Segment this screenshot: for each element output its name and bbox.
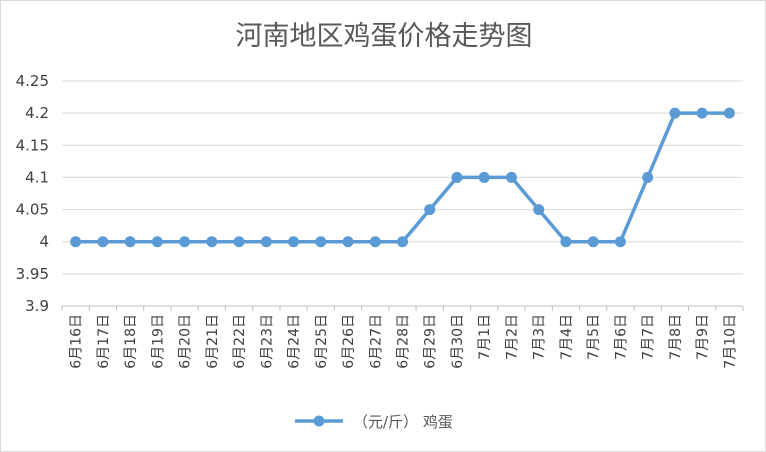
data-point bbox=[233, 236, 245, 248]
data-point bbox=[505, 171, 517, 183]
x-tick-label: 6月27日 bbox=[368, 314, 384, 369]
y-tick-label: 3.95 bbox=[16, 265, 49, 283]
legend: （元/斤） 鸡蛋 bbox=[295, 413, 453, 431]
x-tick-label: 7月4日 bbox=[559, 314, 575, 360]
x-tick-label: 7月5日 bbox=[586, 314, 602, 360]
data-point bbox=[206, 236, 218, 248]
x-tick-label: 7月1日 bbox=[477, 314, 493, 360]
x-tick-label: 7月9日 bbox=[695, 314, 711, 360]
data-point bbox=[369, 236, 381, 248]
chart-title: 河南地区鸡蛋价格走势图 bbox=[236, 21, 533, 52]
x-tick-label: 6月30日 bbox=[450, 314, 466, 369]
y-tick-label: 4.15 bbox=[16, 136, 49, 154]
x-tick-label: 6月24日 bbox=[287, 314, 303, 369]
y-tick-label: 4.05 bbox=[16, 201, 49, 219]
legend-dot-marker bbox=[313, 415, 325, 427]
x-tick-label: 7月10日 bbox=[722, 314, 738, 369]
y-tick-label: 4.2 bbox=[25, 104, 49, 122]
data-point bbox=[97, 236, 109, 248]
data-point bbox=[288, 236, 300, 248]
x-tick-label: 6月20日 bbox=[178, 314, 194, 369]
data-point bbox=[179, 236, 191, 248]
x-tick-label: 6月23日 bbox=[259, 314, 275, 369]
data-point bbox=[587, 236, 599, 248]
data-point bbox=[560, 236, 572, 248]
x-tick-label: 7月6日 bbox=[613, 314, 629, 360]
x-tick-label: 7月2日 bbox=[504, 314, 520, 360]
series-layer bbox=[70, 107, 735, 248]
data-point bbox=[260, 236, 272, 248]
data-point bbox=[124, 236, 136, 248]
data-point bbox=[478, 171, 490, 183]
x-tick-label: 6月21日 bbox=[205, 314, 221, 369]
x-tick-label: 6月22日 bbox=[232, 314, 248, 369]
x-tick-label: 7月7日 bbox=[641, 314, 657, 360]
x-tick-label: 7月3日 bbox=[532, 314, 548, 360]
x-tick-label: 6月17日 bbox=[96, 314, 112, 369]
data-point bbox=[315, 236, 327, 248]
x-tick-label: 6月26日 bbox=[341, 314, 357, 369]
data-point bbox=[70, 236, 82, 248]
x-tick-label: 6月25日 bbox=[314, 314, 330, 369]
data-point bbox=[424, 204, 436, 216]
data-point bbox=[397, 236, 408, 248]
data-point bbox=[451, 171, 463, 183]
x-axis-ticks: 6月16日 6月17日 6月18日 6月19日 6月20日 6月21日 6月22日 6月23日… bbox=[61, 306, 744, 369]
data-point bbox=[151, 236, 163, 248]
data-point bbox=[614, 236, 626, 248]
data-point bbox=[696, 107, 708, 119]
data-point bbox=[723, 107, 735, 119]
data-point bbox=[342, 236, 354, 248]
x-tick-label: 6月18日 bbox=[123, 314, 139, 369]
data-point bbox=[533, 204, 545, 216]
x-tick-label: 7月8日 bbox=[668, 314, 684, 360]
data-point bbox=[642, 171, 654, 183]
y-tick-label: 4 bbox=[39, 233, 49, 251]
y-tick-label: 4.25 bbox=[16, 72, 49, 90]
y-tick-label: 4.1 bbox=[25, 168, 49, 186]
y-axis-ticks: 3.9 3.95 4 4.05 4.1 4.15 4.2 4.25 bbox=[16, 72, 49, 315]
x-tick-label: 6月28日 bbox=[396, 314, 412, 369]
x-tick-label: 6月19日 bbox=[150, 314, 166, 369]
y-tick-label: 3.9 bbox=[25, 297, 49, 315]
data-point bbox=[669, 107, 681, 119]
x-tick-label: 6月29日 bbox=[423, 314, 439, 369]
legend-entry-label: （元/斤） 鸡蛋 bbox=[353, 413, 453, 431]
x-tick-label: 6月16日 bbox=[69, 314, 85, 369]
